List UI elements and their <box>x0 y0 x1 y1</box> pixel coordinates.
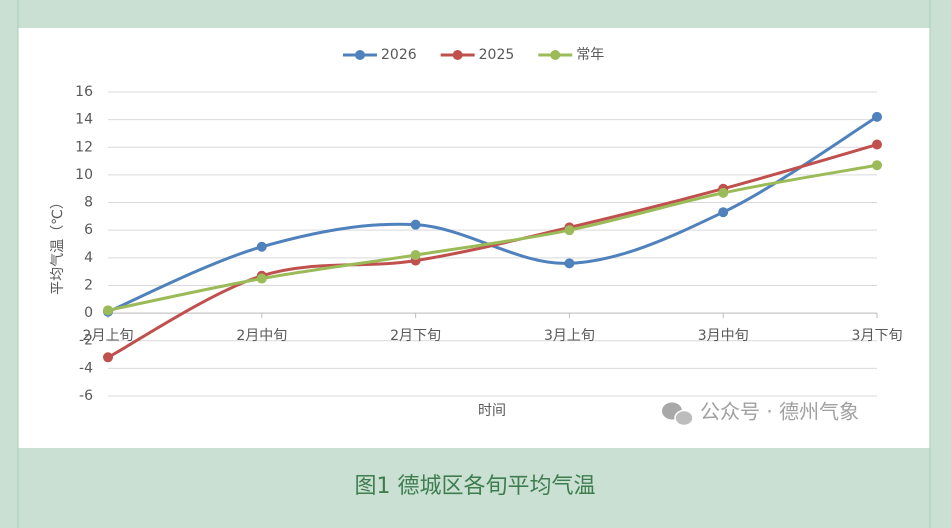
x-tick-label: 2月中旬 <box>236 328 287 344</box>
series-line <box>107 163 878 312</box>
data-point <box>872 139 882 150</box>
y-tick-label: 14 <box>75 112 93 128</box>
y-axis-title: 平均气温（℃） <box>50 195 66 295</box>
y-tick-label: 16 <box>75 84 93 100</box>
y-tick-label: -6 <box>79 388 93 404</box>
y-tick-label: 12 <box>75 139 93 155</box>
data-point <box>103 352 113 363</box>
watermark: 公众号 · 德州气象 <box>700 400 859 424</box>
data-point <box>103 305 113 316</box>
x-tick-label: 3月上旬 <box>544 328 595 344</box>
legend-label: 常年 <box>576 47 604 63</box>
watermark-icon <box>662 402 694 427</box>
series-line <box>107 143 878 359</box>
x-tick-label: 2月上旬 <box>83 328 134 344</box>
y-tick-label: 2 <box>84 277 93 293</box>
x-tick-label: 3月下旬 <box>852 328 903 344</box>
caption: 图1 德城区各旬平均气温 <box>355 474 596 499</box>
series-line <box>107 115 878 314</box>
data-point <box>410 250 421 261</box>
data-point <box>410 219 421 230</box>
data-point <box>256 241 267 252</box>
y-tick-label: -4 <box>79 360 93 376</box>
y-tick-label: 4 <box>84 250 93 266</box>
legend-marker <box>355 50 365 60</box>
data-point <box>872 160 882 171</box>
legend-marker <box>452 50 463 60</box>
legend-label: 2025 <box>479 47 515 63</box>
data-point <box>564 225 575 236</box>
y-tick-label: -2 <box>79 333 93 349</box>
y-tick-label: 0 <box>84 305 93 321</box>
data-point <box>718 187 729 198</box>
data-point <box>872 111 882 122</box>
x-tick-label: 2月下旬 <box>390 328 441 344</box>
legend-label: 2026 <box>381 47 417 63</box>
y-tick-label: 10 <box>75 167 93 183</box>
legend-marker <box>550 50 561 60</box>
y-tick-label: 8 <box>84 195 93 211</box>
x-tick-label: 3月中旬 <box>698 328 749 344</box>
data-point <box>718 207 729 218</box>
y-tick-label: 6 <box>84 222 93 238</box>
data-point <box>564 258 575 269</box>
x-axis-title: 时间 <box>478 403 506 419</box>
data-point <box>256 273 267 284</box>
